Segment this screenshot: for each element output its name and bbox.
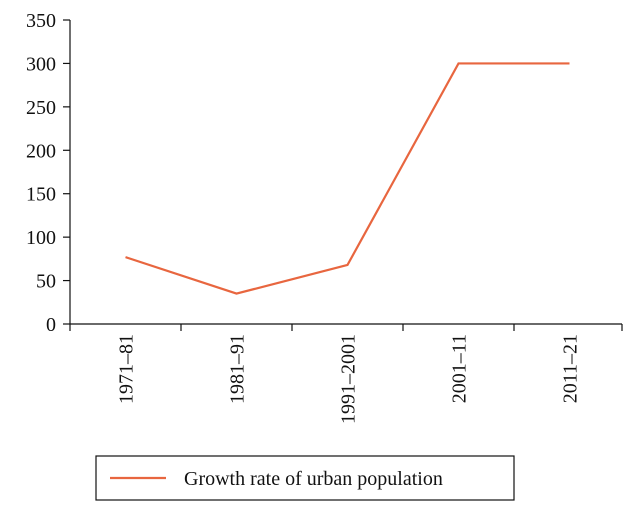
y-tick-label: 100 [26, 227, 56, 249]
legend-box [95, 455, 515, 501]
line [125, 62, 570, 295]
y-tick-label: 250 [26, 97, 56, 119]
y-tick-label: 50 [36, 271, 56, 293]
x-tick-label: 2001–11 [449, 334, 471, 403]
x-tick-label: 1981–91 [227, 334, 249, 404]
x-tick-label: 1991–2001 [338, 334, 360, 424]
x-tick-label: 2011–21 [560, 334, 582, 403]
y-tick-label: 150 [26, 184, 56, 206]
y-tick-label: 200 [26, 140, 56, 162]
y-tick-label: 0 [46, 314, 56, 336]
y-tick-label: 350 [26, 10, 56, 32]
legend-label: Growth rate of urban population [184, 468, 443, 490]
y-tick-label: 300 [26, 53, 56, 75]
x-tick-label: 1971–81 [116, 334, 138, 404]
